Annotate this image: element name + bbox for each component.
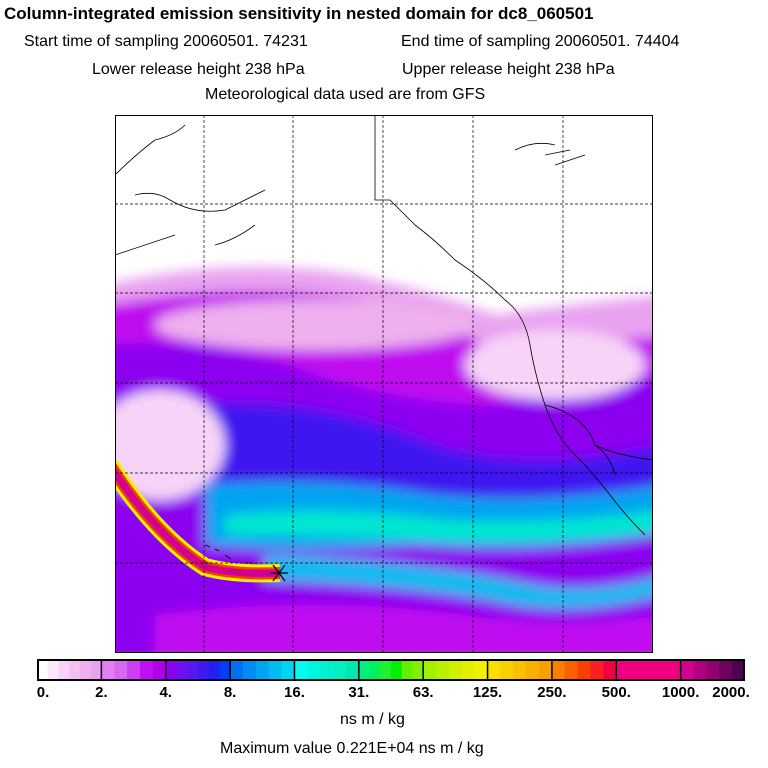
colorbar-cell [667, 659, 682, 681]
colorbar-tick-label: 1000. [661, 684, 700, 701]
colorbar-cell [230, 659, 244, 681]
colorbar-cell [732, 659, 745, 681]
colorbar-cell [79, 659, 92, 681]
colorbar-cell [268, 659, 283, 681]
colorbar-cell [165, 659, 177, 681]
colorbar-cell [219, 659, 231, 681]
colorbar-cell [564, 659, 579, 681]
sensitivity-field [115, 267, 653, 653]
colorbar-cell [616, 659, 630, 681]
colorbar-cell [380, 659, 392, 681]
colorbar-cell [391, 659, 403, 681]
colorbar-cell [176, 659, 188, 681]
colorbar-cell [654, 659, 669, 681]
colorbar-cell [333, 659, 347, 681]
lower-release-height: Lower release height 238 hPa [92, 61, 305, 78]
colorbar-cell [551, 659, 566, 681]
plume-trajectory [115, 460, 288, 583]
colorbar-cell [577, 659, 592, 681]
colorbar-cell [436, 659, 450, 681]
colorbar-cell [152, 659, 167, 681]
colorbar-cell [369, 659, 381, 681]
colorbar-cell [706, 659, 720, 681]
map-frame [115, 115, 653, 653]
colorbar-cell [294, 659, 308, 681]
colorbar-cell [255, 659, 270, 681]
colorbar-cell [642, 659, 656, 681]
colorbar-cell [448, 659, 463, 681]
colorbar-tick-label: 250. [537, 684, 567, 701]
colorbar-cell [114, 659, 128, 681]
colorbar-cell [187, 659, 199, 681]
figure-title: Column-integrated emission sensitivity i… [4, 4, 594, 23]
colorbar-cell [513, 659, 527, 681]
colorbar-frame [37, 659, 745, 681]
colorbar-tick-label: 4. [159, 684, 172, 701]
sensitivity-map [115, 115, 653, 653]
colorbar-cell [69, 659, 81, 681]
colorbar-tick-label: 500. [601, 684, 631, 701]
colorbar-cell [461, 659, 476, 681]
colorbar-cell [719, 659, 733, 681]
colorbar-cell [693, 659, 707, 681]
colorbar-tick-label: 125. [472, 684, 503, 701]
maximum-value: Maximum value 0.221E+04 ns m / kg [220, 740, 484, 757]
colorbar-tick-label: 31. [348, 684, 370, 701]
colorbar-cell [603, 659, 617, 681]
colorbar-cell [401, 659, 413, 681]
colorbar-cell [139, 659, 154, 681]
colorbar-cell [127, 659, 141, 681]
colorbar-tick-label: 0. [36, 684, 50, 701]
colorbar-cell [526, 659, 540, 681]
colorbar-cell [680, 659, 695, 681]
start-time: Start time of sampling 20060501. 74231 [24, 33, 308, 50]
receptor-marker-icon [270, 564, 288, 582]
colorbar-cell [590, 659, 604, 681]
colorbar-cell [197, 659, 210, 681]
colorbar-cell [487, 659, 501, 681]
colorbar-tick-label: 16. [284, 684, 305, 701]
colorbar-cell [242, 659, 257, 681]
colorbar-unit: ns m / kg [340, 711, 405, 728]
colorbar-cell [345, 659, 360, 681]
colorbar-cell [320, 659, 334, 681]
colorbar-cell [629, 659, 643, 681]
colorbar-cell [90, 659, 102, 681]
colorbar-cell [58, 659, 70, 681]
coastlines [115, 115, 653, 560]
colorbar-tick-label: 2000. [712, 684, 750, 701]
colorbar-tick-label: 63. [412, 684, 434, 701]
colorbar-cell [307, 659, 321, 681]
colorbar [37, 659, 745, 681]
colorbar-cell [358, 659, 371, 681]
colorbar-tick-label: 2. [95, 684, 108, 701]
end-time: End time of sampling 20060501. 74404 [401, 33, 680, 50]
upper-release-height: Upper release height 238 hPa [402, 61, 615, 78]
colorbar-cell [474, 659, 489, 681]
colorbar-cell [281, 659, 295, 681]
colorbar-cell [539, 659, 553, 681]
colorbar-cell [101, 659, 115, 681]
colorbar-cell [47, 659, 59, 681]
colorbar-cell [208, 659, 220, 681]
colorbar-cell [500, 659, 514, 681]
colorbar-cell [423, 659, 437, 681]
colorbar-tick-label: 8. [223, 684, 237, 701]
colorbar-cell [412, 659, 424, 681]
colorbar-cell [37, 659, 49, 681]
met-data-source: Meteorological data used are from GFS [205, 86, 486, 103]
